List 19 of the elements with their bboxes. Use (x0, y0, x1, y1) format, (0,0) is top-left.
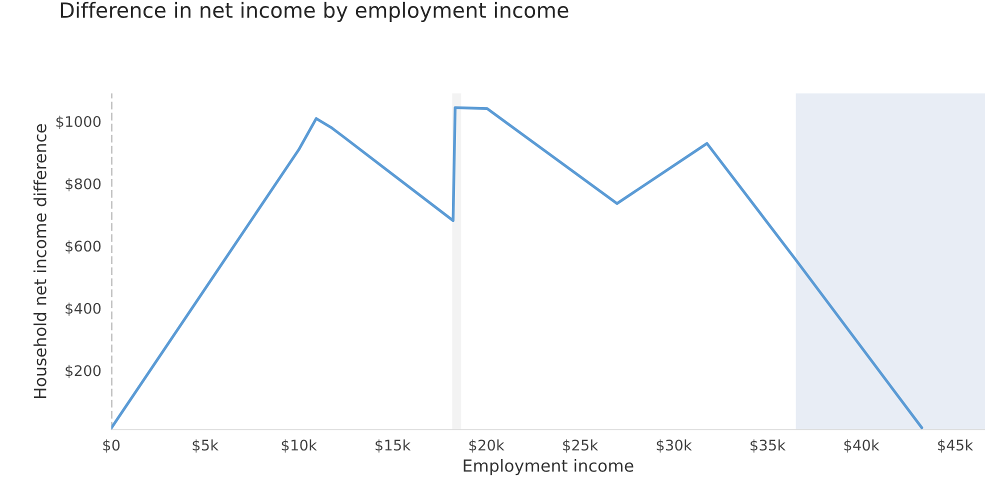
x-tick-label: $5k (192, 439, 219, 453)
y-tick-label: $1000 (56, 116, 101, 130)
x-tick-label: $20k (469, 439, 504, 453)
x-tick-label: $30k (656, 439, 692, 453)
y-tick-label: $600 (66, 240, 101, 254)
x-tick-label: $45k (938, 439, 974, 453)
y-axis-title: Household net income difference (34, 124, 46, 398)
x-tick-label: $35k (750, 439, 786, 453)
y-tick-label: $200 (66, 364, 101, 378)
y-tick-label: $400 (66, 302, 101, 316)
chart-title: Difference in net income by employment income (60, 2, 568, 22)
y-tick-label: $800 (66, 178, 101, 192)
x-tick-label: $25k (563, 439, 598, 453)
x-tick-label: $15k (376, 439, 411, 453)
x-tick-label: $40k (844, 439, 880, 453)
x-tick-label: $0 (103, 439, 120, 453)
x-axis-title: Employment income (464, 459, 634, 476)
x-tick-label: $10k (282, 439, 317, 453)
line-series (111, 106, 924, 430)
